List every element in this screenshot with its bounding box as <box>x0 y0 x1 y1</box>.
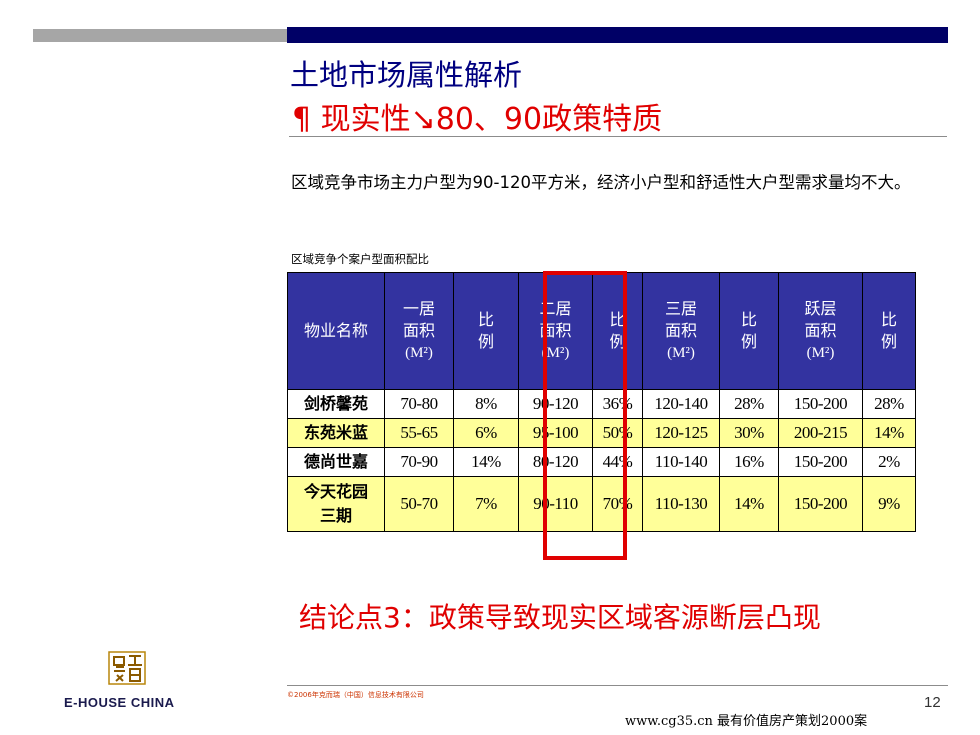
column-header-line: (M²) <box>541 345 570 361</box>
property-name-cell: 今天花园 三期 <box>287 476 385 532</box>
table-cell: 110-140 <box>642 447 720 477</box>
table-cell: 70-90 <box>384 447 454 477</box>
table-cell: 110-130 <box>642 476 720 532</box>
column-header-line: 面积 <box>402 321 435 340</box>
top-bar-gray <box>33 29 287 42</box>
property-name-cell: 东苑米蓝 <box>287 418 385 448</box>
column-header: 物业名称 <box>287 272 385 390</box>
table-cell: 55-65 <box>384 418 454 448</box>
column-header: 一居面积 (M²) <box>384 272 454 390</box>
column-header: 二居面积 (M²) <box>518 272 593 390</box>
table-cell: 2% <box>862 447 916 477</box>
column-header-line: 例 <box>477 332 494 351</box>
column-header: 跃层面积 (M²) <box>778 272 863 390</box>
table-row: 德尚世嘉 70-90 14% 80-120 44% 110-140 16% 150-200 2% <box>287 447 916 477</box>
column-header: 三居面积 (M²) <box>642 272 720 390</box>
table-header-row: 物业名称 一居 面积 (M²) 比例二居 面积 (M²) 比例三居 面积 (M²) 比例跃层 面积 (M… <box>287 272 916 390</box>
column-header-line: (M²) <box>667 345 695 361</box>
table-cell: 28% <box>719 389 779 419</box>
page-number: 12 <box>924 694 941 711</box>
top-bar-navy <box>287 27 948 43</box>
property-name-line: 三期 <box>319 506 352 525</box>
copyright-notice: ©2006年克而瑞（中国）信息技术有限公司 <box>287 691 424 699</box>
column-header-line: 面积 <box>539 321 572 340</box>
site-watermark: www.cg35.cn 最有价值房产策划2000案 <box>625 714 868 729</box>
conclusion-text: 结论点3：政策导致现实区域客源断层凸现 <box>299 601 821 634</box>
column-header-line: 例 <box>880 332 897 351</box>
footer-divider <box>287 685 948 686</box>
table-caption: 区域竞争个案户型面积配比 <box>291 252 429 266</box>
column-header: 比例 <box>719 272 779 390</box>
summary-text: 区域竞争市场主力户型为90-120平方米，经济小户型和舒适性大户型需求量均不大。 <box>291 173 911 192</box>
e-house-logo-icon <box>108 651 146 685</box>
table-cell: 120-140 <box>642 389 720 419</box>
property-name-line: 德尚世嘉 <box>303 452 368 471</box>
table-cell: 90-110 <box>518 476 593 532</box>
column-header-line: 面积 <box>664 321 697 340</box>
table-cell: 70-80 <box>384 389 454 419</box>
table-cell: 120-125 <box>642 418 720 448</box>
slide-subtitle: ¶ 现实性↘80、90政策特质 <box>292 102 663 137</box>
table-cell: 50% <box>592 418 643 448</box>
table-cell: 14% <box>719 476 779 532</box>
highlight-box <box>543 271 627 560</box>
column-header-line: (M²) <box>806 345 835 361</box>
table-cell: 7% <box>453 476 519 532</box>
property-name-cell: 剑桥馨苑 <box>287 389 385 419</box>
table-cell: 30% <box>719 418 779 448</box>
property-name-cell: 德尚世嘉 <box>287 447 385 477</box>
table-cell: 14% <box>453 447 519 477</box>
slide-title: 土地市场属性解析 <box>290 58 523 92</box>
table-cell: 14% <box>862 418 916 448</box>
column-header-line: 比 <box>740 310 757 329</box>
table-cell: 16% <box>719 447 779 477</box>
title-divider <box>289 136 947 137</box>
table-row: 东苑米蓝 55-65 6% 95-100 50% 120-125 30% 200-215 14% <box>287 418 916 448</box>
table-cell: 80-120 <box>518 447 593 477</box>
table-cell: 150-200 <box>778 447 863 477</box>
table-cell: 150-200 <box>778 476 863 532</box>
table-cell: 28% <box>862 389 916 419</box>
column-header-line: 跃层 <box>804 299 837 318</box>
table-cell: 50-70 <box>384 476 454 532</box>
table-row: 今天花园 三期 50-70 7% 90-110 70% 110-130 14% 150-200 9… <box>287 476 916 532</box>
column-header-line: 二居 <box>539 299 572 318</box>
column-header-line: 比 <box>609 310 626 329</box>
column-header-line: 三居 <box>664 299 697 318</box>
table-cell: 200-215 <box>778 418 863 448</box>
column-header-line: 例 <box>609 332 626 351</box>
column-header: 比例 <box>453 272 519 390</box>
column-header: 比例 <box>862 272 916 390</box>
column-header: 比例 <box>592 272 643 390</box>
column-header-line: 比 <box>880 310 897 329</box>
column-header-line: 比 <box>477 310 494 329</box>
table-cell: 70% <box>592 476 643 532</box>
property-name-line: 今天花园 <box>303 482 368 501</box>
unit-size-table: 物业名称 一居 面积 (M²) 比例二居 面积 (M²) 比例三居 面积 (M²) 比例跃层 面积 (M… <box>287 272 916 532</box>
table-row: 剑桥馨苑 70-80 8% 90-120 36% 120-140 28% 150-200 28% <box>287 389 916 419</box>
column-header-line: (M²) <box>405 345 433 361</box>
column-header-line: 例 <box>740 332 757 351</box>
table-cell: 9% <box>862 476 916 532</box>
column-header-line: 一居 <box>402 299 435 318</box>
logo-wordmark: E-HOUSE CHINA <box>64 695 175 710</box>
column-header-line: 面积 <box>804 321 837 340</box>
property-name-line: 东苑米蓝 <box>303 423 368 442</box>
column-header-line: 物业名称 <box>303 321 368 340</box>
property-name-line: 剑桥馨苑 <box>303 394 368 413</box>
table-cell: 8% <box>453 389 519 419</box>
table-cell: 6% <box>453 418 519 448</box>
table-cell: 150-200 <box>778 389 863 419</box>
